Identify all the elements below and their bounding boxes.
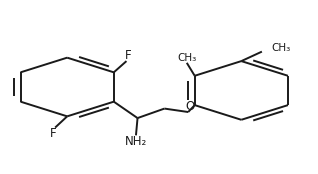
Text: NH₂: NH₂ — [125, 135, 147, 148]
Text: CH₃: CH₃ — [177, 53, 197, 63]
Text: O: O — [185, 100, 194, 113]
Text: F: F — [125, 49, 131, 62]
Text: F: F — [50, 127, 57, 140]
Text: CH₃: CH₃ — [271, 43, 291, 53]
